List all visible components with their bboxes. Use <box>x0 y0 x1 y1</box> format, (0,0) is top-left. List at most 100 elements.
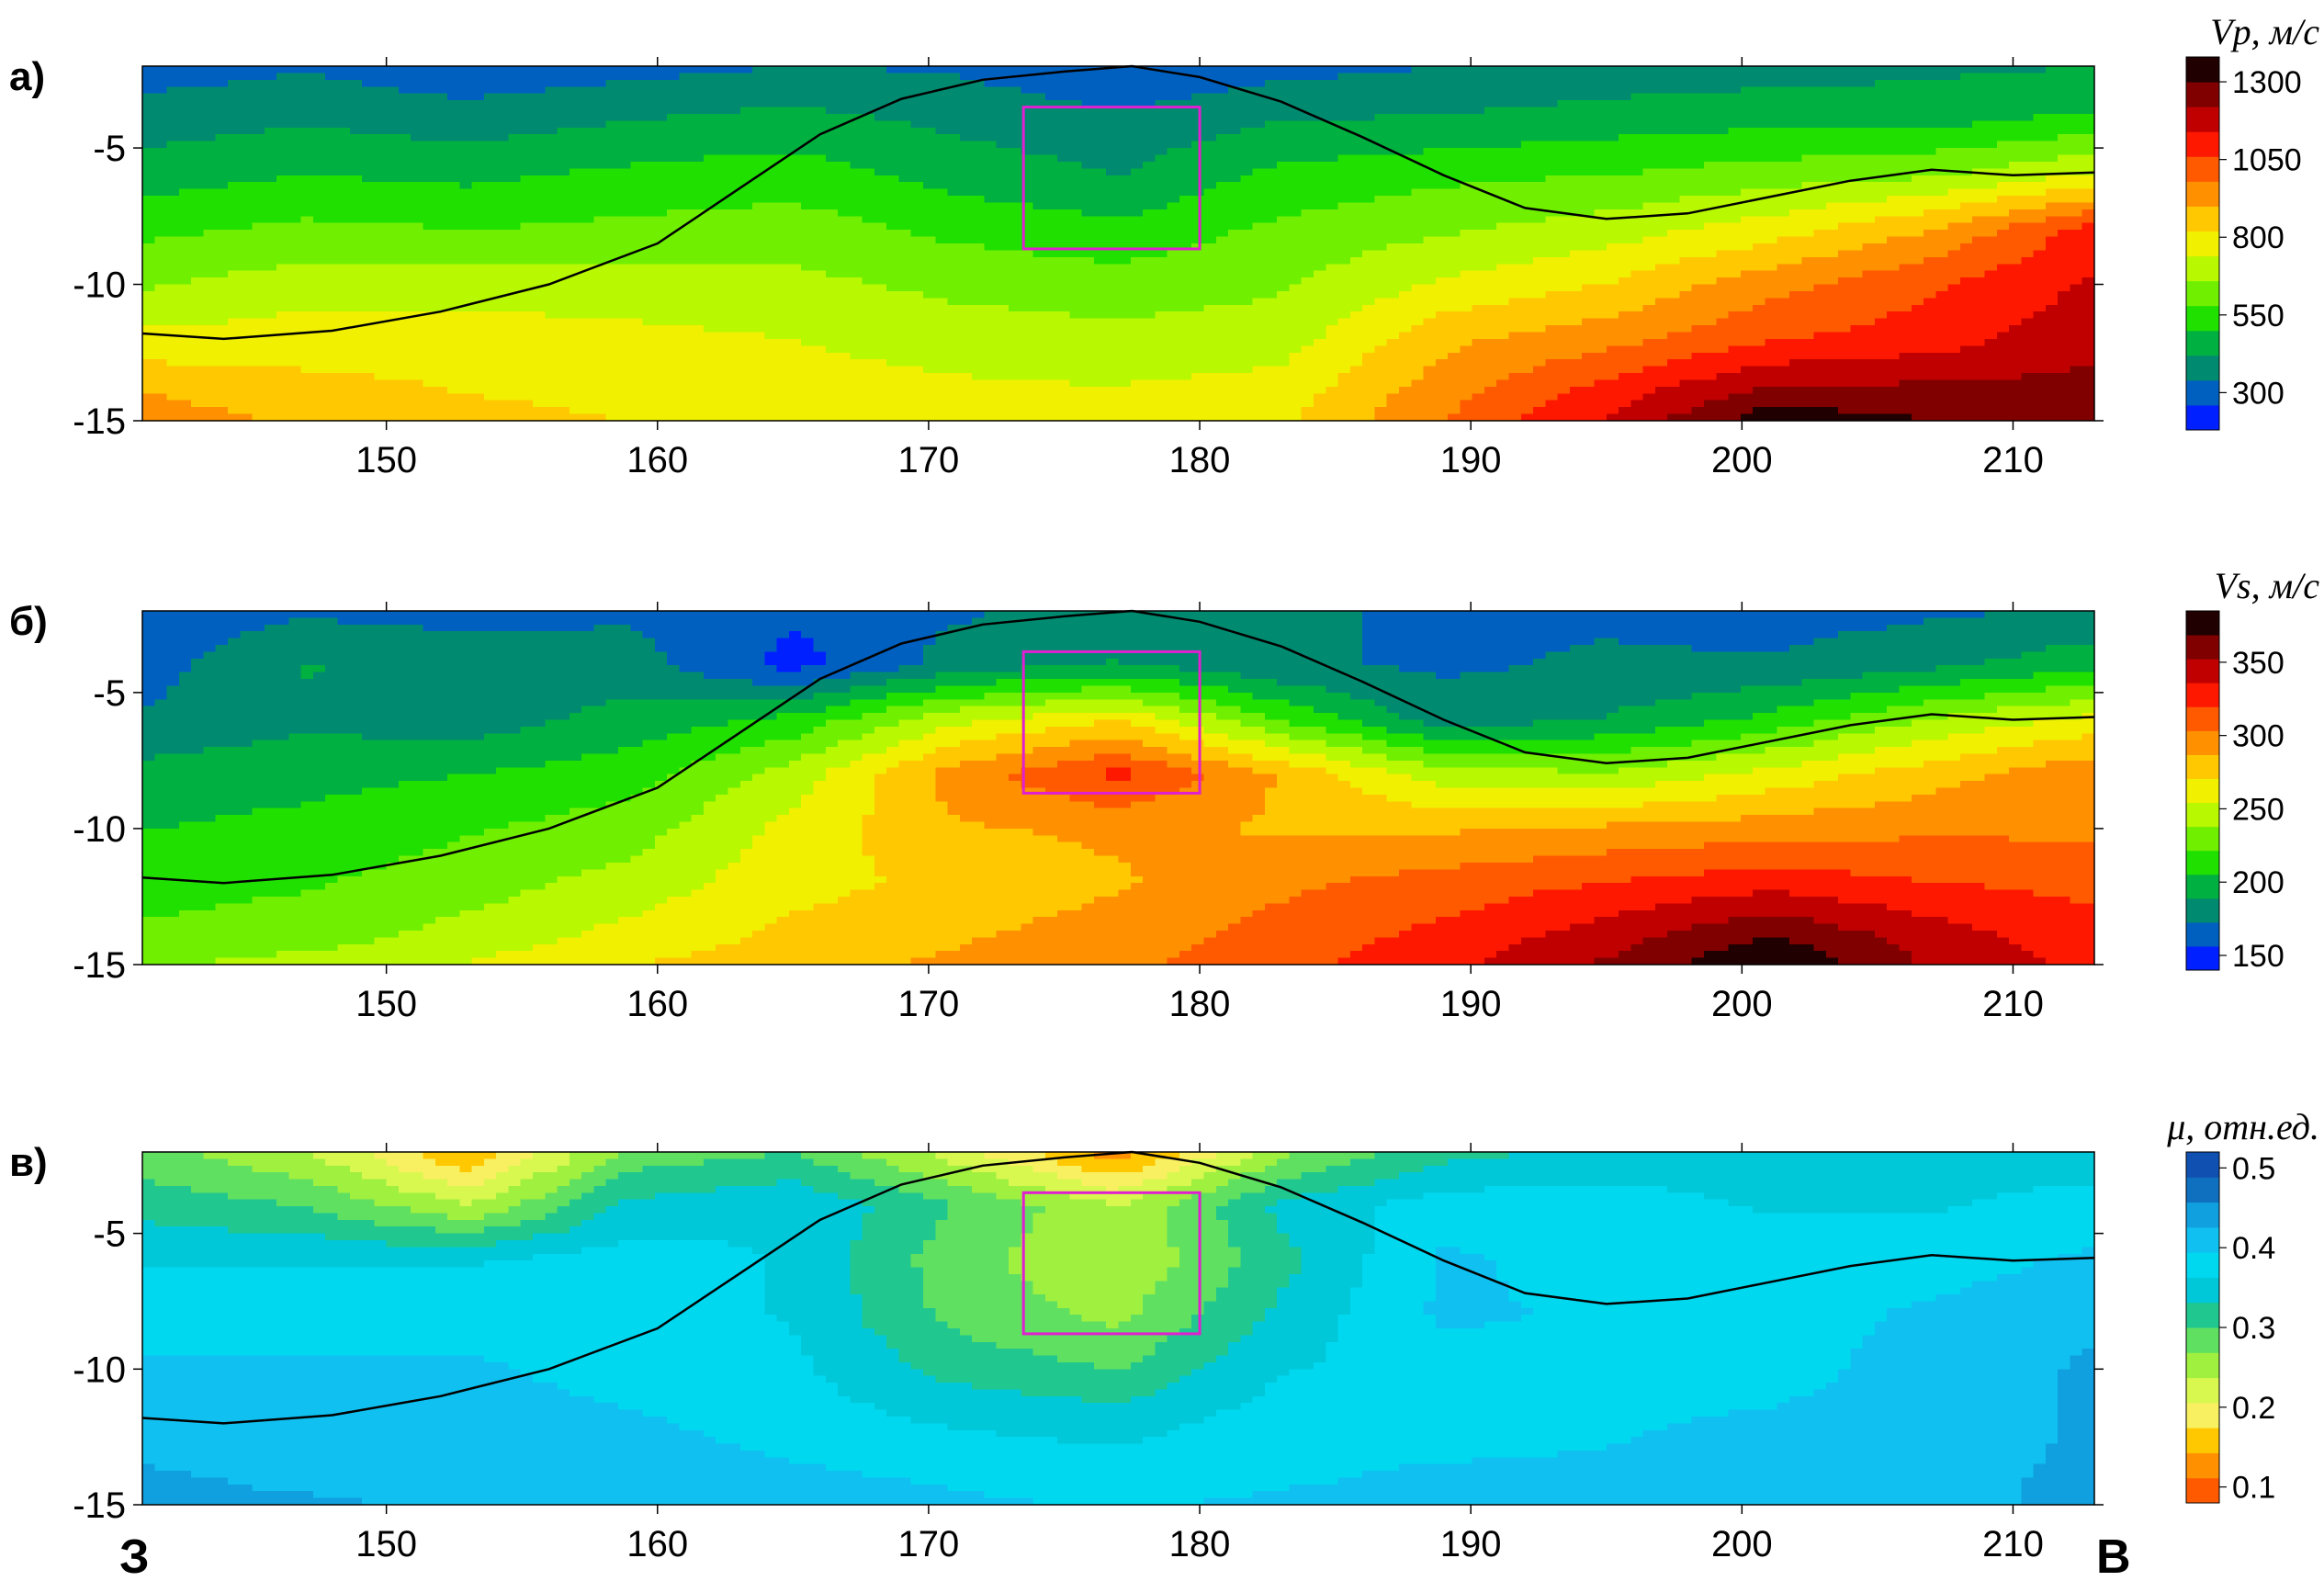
heatmap-cell <box>1350 100 1363 107</box>
heatmap-cell <box>1094 182 1107 189</box>
heatmap-cell <box>1655 66 1668 73</box>
heatmap-cell <box>2058 148 2070 155</box>
heatmap-cell <box>472 182 485 189</box>
heatmap-cell <box>459 216 472 223</box>
heatmap-cell <box>1924 196 1936 203</box>
heatmap-cell <box>1948 237 1961 244</box>
heatmap-cell <box>558 155 570 163</box>
heatmap-cell <box>667 189 680 197</box>
heatmap-cell <box>997 86 1010 94</box>
heatmap-cell <box>1131 257 1144 265</box>
heatmap-cell <box>1619 148 1631 155</box>
heatmap-cell <box>1997 223 2010 231</box>
heatmap-cell <box>1119 162 1132 169</box>
heatmap-cell <box>863 141 875 149</box>
heatmap-cell <box>1228 66 1241 73</box>
heatmap-cell <box>1521 250 1534 257</box>
heatmap-cell <box>265 120 277 128</box>
heatmap-cell <box>496 209 509 217</box>
heatmap-cell <box>1875 141 1888 149</box>
heatmap-cell <box>1558 250 1571 257</box>
heatmap-cell <box>1679 155 1692 163</box>
heatmap-cell <box>1436 209 1449 217</box>
heatmap-cell <box>716 209 728 217</box>
heatmap-cell <box>618 94 631 101</box>
heatmap-cell <box>1741 128 1754 135</box>
heatmap-cell <box>313 66 326 73</box>
heatmap-cell <box>1484 73 1497 80</box>
heatmap-cell <box>1424 120 1437 128</box>
heatmap-cell <box>1326 80 1338 87</box>
heatmap-cell <box>1033 141 1046 149</box>
heatmap-cell <box>545 209 558 217</box>
heatmap-cell <box>1984 257 1997 265</box>
heatmap-cell <box>325 107 338 115</box>
heatmap-cell <box>581 209 594 217</box>
heatmap-cell <box>1667 264 1680 271</box>
heatmap-cell <box>813 155 826 163</box>
heatmap-cell <box>265 148 277 155</box>
heatmap-cell <box>923 66 936 73</box>
heatmap-cell <box>1362 182 1375 189</box>
heatmap-cell <box>1253 230 1266 237</box>
heatmap-cell <box>1106 237 1119 244</box>
heatmap-cell <box>1265 107 1278 115</box>
heatmap-cell <box>886 223 899 231</box>
heatmap-cell <box>630 128 643 135</box>
heatmap-cell <box>728 250 741 257</box>
heatmap-cell <box>1203 168 1216 175</box>
heatmap-cell <box>1972 257 1985 265</box>
heatmap-cell <box>362 175 375 183</box>
heatmap-cell <box>1082 155 1095 163</box>
heatmap-cell <box>1704 66 1717 73</box>
heatmap-cell <box>1533 196 1546 203</box>
heatmap-cell <box>1900 271 1912 278</box>
heatmap-cell <box>1630 162 1643 169</box>
heatmap-cell <box>2009 209 2022 217</box>
heatmap-cell <box>1863 148 1876 155</box>
heatmap-cell <box>923 141 936 149</box>
heatmap-cell <box>692 250 705 257</box>
heatmap-cell <box>923 134 936 141</box>
heatmap-cell <box>948 120 961 128</box>
heatmap-cell <box>740 120 753 128</box>
heatmap-cell <box>935 223 948 231</box>
heatmap-cell <box>374 114 387 121</box>
heatmap-cell <box>179 128 192 135</box>
heatmap-cell <box>1655 264 1668 271</box>
heatmap-cell <box>813 141 826 149</box>
heatmap-cell <box>826 148 839 155</box>
heatmap-cell <box>1912 120 1924 128</box>
heatmap-cell <box>276 168 289 175</box>
heatmap-cell <box>850 250 863 257</box>
heatmap-cell <box>728 162 741 169</box>
heatmap-cell <box>1314 80 1326 87</box>
heatmap-cell <box>1399 243 1412 251</box>
heatmap-cell <box>435 66 448 73</box>
heatmap-cell <box>228 86 241 94</box>
heatmap-cell <box>1667 148 1680 155</box>
heatmap-cell <box>923 107 936 115</box>
heatmap-cell <box>752 250 765 257</box>
heatmap-cell <box>1057 202 1070 209</box>
heatmap-cell <box>350 189 363 197</box>
heatmap-cell <box>764 100 777 107</box>
heatmap-cell <box>240 230 253 237</box>
heatmap-cell <box>581 216 594 223</box>
heatmap-cell <box>142 94 155 101</box>
heatmap-cell <box>521 120 534 128</box>
heatmap-cell <box>1484 162 1497 169</box>
heatmap-cell <box>655 73 668 80</box>
heatmap-cell <box>265 66 277 73</box>
heatmap-cell <box>216 114 229 121</box>
heatmap-cell <box>898 128 911 135</box>
heatmap-cell <box>325 168 338 175</box>
heatmap-cell <box>411 189 423 197</box>
heatmap-cell <box>411 100 423 107</box>
heatmap-cell <box>1253 100 1266 107</box>
heatmap-cell <box>789 168 802 175</box>
heatmap-cell <box>1155 271 1168 278</box>
heatmap-cell <box>1057 114 1070 121</box>
heatmap-cell <box>1826 237 1839 244</box>
heatmap-cell <box>1984 148 1997 155</box>
